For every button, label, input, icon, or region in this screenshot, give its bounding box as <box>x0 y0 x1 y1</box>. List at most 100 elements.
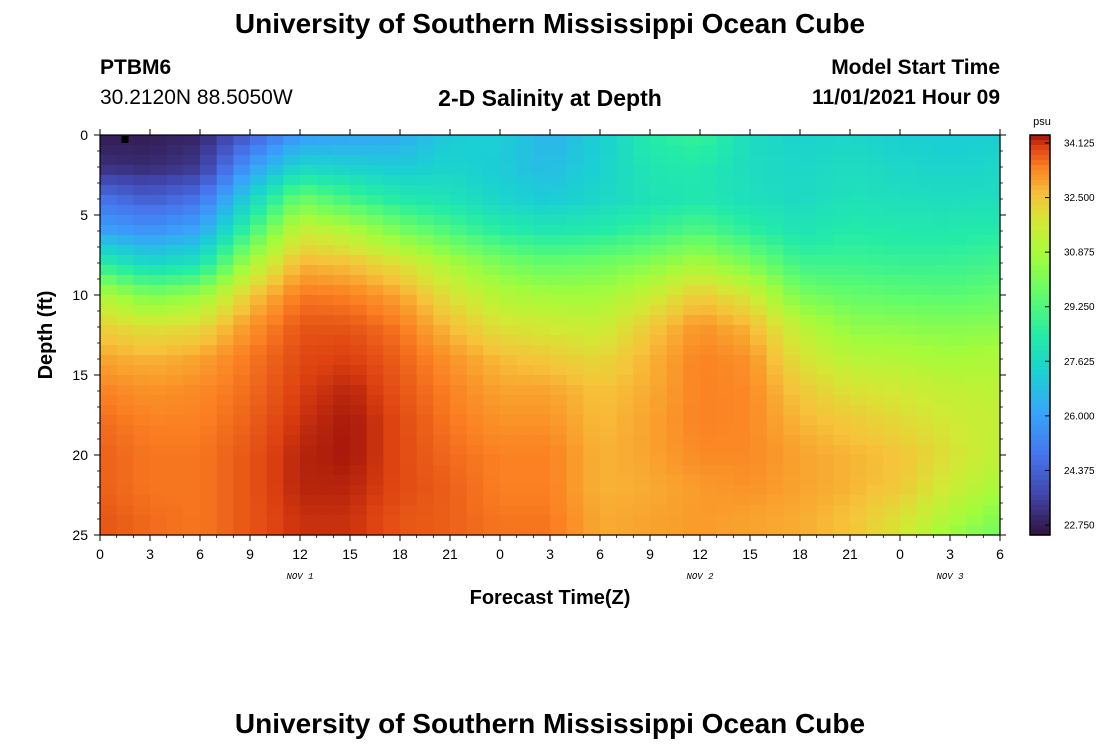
heatmap-cell <box>766 205 784 216</box>
heatmap-cell <box>733 435 751 446</box>
heatmap-cell <box>183 435 201 446</box>
heatmap-cell <box>150 185 168 196</box>
heatmap-cell <box>916 135 934 146</box>
heatmap-cell <box>616 445 634 456</box>
heatmap-cell <box>366 505 384 516</box>
heatmap-cell <box>900 355 918 366</box>
heatmap-cell <box>683 275 701 286</box>
heatmap-cell <box>100 315 118 326</box>
heatmap-cell <box>433 305 451 316</box>
heatmap-cell <box>900 495 918 506</box>
heatmap-cell <box>550 505 568 516</box>
heatmap-cell <box>883 485 901 496</box>
heatmap-cell <box>200 195 218 206</box>
heatmap-cell <box>750 275 768 286</box>
x-tick-label: 12 <box>692 546 708 562</box>
heatmap-cell <box>850 355 868 366</box>
heatmap-cell <box>533 245 551 256</box>
heatmap-cell <box>350 465 368 476</box>
heatmap-cell <box>383 205 401 216</box>
heatmap-cell <box>150 385 168 396</box>
heatmap-cell <box>683 185 701 196</box>
heatmap-cell <box>350 425 368 436</box>
heatmap-cell <box>616 265 634 276</box>
heatmap-cell <box>816 375 834 386</box>
heatmap-cell <box>133 165 151 176</box>
heatmap-cell <box>200 175 218 186</box>
heatmap-cell <box>533 525 551 536</box>
heatmap-cell <box>450 465 468 476</box>
heatmap-cell <box>700 365 718 376</box>
heatmap-cell <box>100 235 118 246</box>
heatmap-cell <box>166 145 184 156</box>
heatmap-cell <box>383 355 401 366</box>
heatmap-cell <box>166 355 184 366</box>
heatmap-cell <box>600 395 618 406</box>
heatmap-cell <box>650 335 668 346</box>
heatmap-cell <box>366 395 384 406</box>
heatmap-cell <box>600 265 618 276</box>
heatmap-cell <box>666 135 684 146</box>
heatmap-cell <box>883 155 901 166</box>
heatmap-cell <box>250 305 268 316</box>
heatmap-cell <box>733 305 751 316</box>
heatmap-cell <box>366 465 384 476</box>
heatmap-cell <box>300 235 318 246</box>
heatmap-cell <box>916 515 934 526</box>
heatmap-cell <box>350 305 368 316</box>
heatmap-cell <box>333 355 351 366</box>
colorbar-segment <box>1030 295 1050 301</box>
heatmap-cell <box>100 355 118 366</box>
x-tick-label: 21 <box>442 546 458 562</box>
heatmap-cell <box>633 525 651 536</box>
heatmap-cell <box>883 405 901 416</box>
heatmap-cell <box>316 335 334 346</box>
heatmap-cell <box>583 445 601 456</box>
heatmap-cell <box>216 195 234 206</box>
heatmap-cell <box>466 155 484 166</box>
heatmap-cell <box>700 315 718 326</box>
heatmap-cell <box>683 175 701 186</box>
heatmap-cell <box>816 255 834 266</box>
heatmap-cell <box>216 275 234 286</box>
heatmap-cell <box>966 275 984 286</box>
heatmap-cell <box>633 445 651 456</box>
heatmap-cell <box>766 325 784 336</box>
heatmap-cell <box>533 175 551 186</box>
heatmap-cell <box>183 315 201 326</box>
heatmap-cell <box>800 435 818 446</box>
heatmap-cell <box>916 435 934 446</box>
heatmap-cell <box>500 245 518 256</box>
heatmap-cell <box>166 275 184 286</box>
heatmap-cell <box>300 445 318 456</box>
heatmap-cell <box>233 365 251 376</box>
heatmap-cell <box>950 445 968 456</box>
heatmap-cell <box>816 345 834 356</box>
heatmap-cell <box>800 175 818 186</box>
colorbar-segment <box>1030 300 1050 306</box>
heatmap-cell <box>466 405 484 416</box>
heatmap-cell <box>666 415 684 426</box>
heatmap-cell <box>900 415 918 426</box>
heatmap-cell <box>316 495 334 506</box>
heatmap-cell <box>566 515 584 526</box>
heatmap-cell <box>583 335 601 346</box>
heatmap-cell <box>433 215 451 226</box>
heatmap-cell <box>616 495 634 506</box>
heatmap-cell <box>616 345 634 356</box>
y-tick-label: 15 <box>72 367 88 383</box>
heatmap-cell <box>883 245 901 256</box>
heatmap-cell <box>650 525 668 536</box>
heatmap-cell <box>683 345 701 356</box>
heatmap-cell <box>350 365 368 376</box>
heatmap-cell <box>283 155 301 166</box>
heatmap-cell <box>150 315 168 326</box>
heatmap-cell <box>566 375 584 386</box>
heatmap-cell <box>633 135 651 146</box>
heatmap-cell <box>583 165 601 176</box>
heatmap-cell <box>100 205 118 216</box>
heatmap-cell <box>133 335 151 346</box>
colorbar: 34.12532.50030.87529.25027.62526.00024.3… <box>1029 134 1095 536</box>
heatmap-cell <box>266 245 284 256</box>
heatmap-cell <box>633 325 651 336</box>
